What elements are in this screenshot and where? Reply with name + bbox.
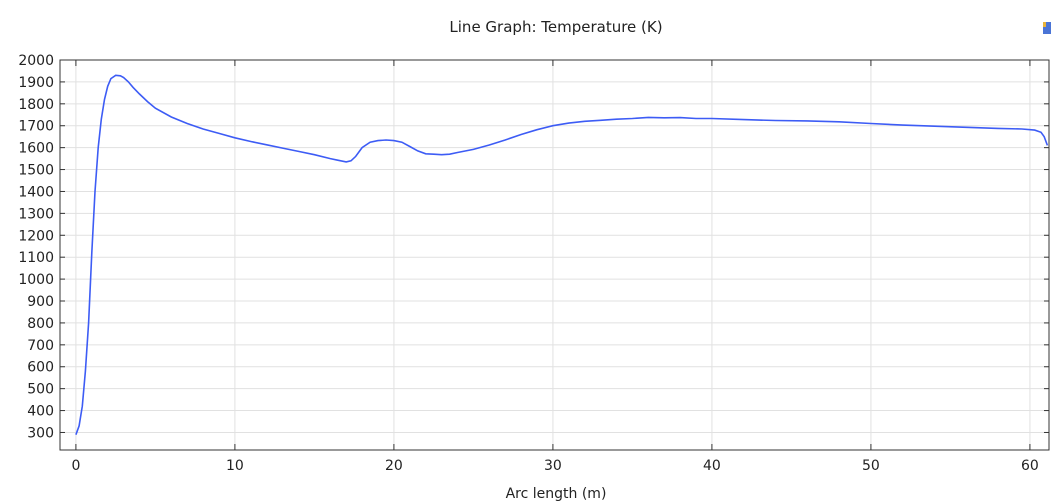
y-tick-label: 500 <box>27 382 54 398</box>
axis-ticks: 3004005006007008009001000110012001300140… <box>18 53 1049 474</box>
y-tick-label: 1700 <box>18 119 54 135</box>
chart-title: Line Graph: Temperature (K) <box>449 18 662 36</box>
x-tick-label: 30 <box>544 458 562 474</box>
series-layer <box>75 74 1049 435</box>
y-tick-label: 1900 <box>18 75 54 91</box>
y-tick-label: 1500 <box>18 163 54 179</box>
y-tick-label: 900 <box>27 294 54 310</box>
x-tick-label: 50 <box>862 458 880 474</box>
y-tick-label: 600 <box>27 360 54 376</box>
plot-frame <box>59 59 1050 451</box>
x-tick-label: 40 <box>703 458 721 474</box>
y-tick-label: 800 <box>27 316 54 332</box>
x-axis-label: Arc length (m) <box>506 486 607 502</box>
y-tick-label: 1200 <box>18 228 54 244</box>
y-tick-label: 2000 <box>18 53 54 69</box>
x-tick-label: 0 <box>71 458 80 474</box>
x-tick-label: 20 <box>385 458 403 474</box>
y-tick-label: 1400 <box>18 184 54 200</box>
y-tick-label: 400 <box>27 404 54 420</box>
x-tick-label: 60 <box>1021 458 1039 474</box>
y-tick-label: 1100 <box>18 250 54 266</box>
y-tick-label: 1300 <box>18 206 54 222</box>
y-tick-label: 1800 <box>18 97 54 113</box>
toolbar-corner-icon <box>1043 22 1051 34</box>
y-tick-label: 700 <box>27 338 54 354</box>
y-tick-label: 1000 <box>18 272 54 288</box>
grid <box>60 59 1049 450</box>
series-line-temperature <box>75 74 1049 435</box>
y-tick-label: 1600 <box>18 141 54 157</box>
x-tick-label: 10 <box>226 458 244 474</box>
y-tick-label: 300 <box>27 425 54 441</box>
